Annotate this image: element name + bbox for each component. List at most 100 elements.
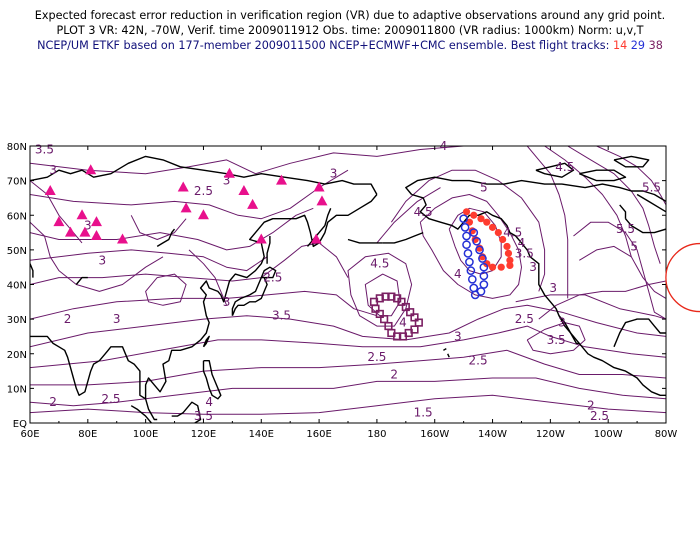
observation-triangle	[313, 181, 325, 192]
coastline	[613, 155, 650, 168]
track-14-point	[488, 223, 497, 231]
coastline	[30, 335, 146, 400]
track-38-point	[375, 294, 384, 303]
track-38-point	[397, 297, 406, 306]
observation-triangle	[64, 226, 76, 237]
contour-line	[347, 252, 413, 327]
track-14-point	[488, 263, 497, 271]
contour-label: 2	[390, 368, 398, 382]
title-line-3: NCEP/UM ETKF based on 177-member 2009011…	[0, 38, 700, 53]
contour-label: 5.5	[642, 181, 661, 195]
track-29-point	[479, 262, 489, 272]
track-14-point	[506, 256, 514, 264]
lat-label: 40N	[7, 281, 27, 292]
observation-triangle	[76, 209, 88, 220]
track-14-point	[504, 249, 513, 257]
contour-label: 2.5	[367, 350, 386, 364]
lat-label: 10N	[7, 384, 27, 395]
coastline	[579, 169, 627, 182]
contour-label: 4.5	[503, 226, 522, 240]
track-38-point	[375, 309, 384, 319]
coastline	[202, 335, 210, 348]
track-14-point	[494, 228, 502, 237]
contour-label: 2.5	[469, 354, 488, 368]
contour-line	[376, 187, 441, 244]
map-frame	[29, 145, 667, 424]
observation-triangle	[310, 233, 322, 244]
track-14-point	[499, 235, 507, 244]
track-14-point	[470, 211, 478, 219]
lon-label: 100E	[133, 429, 158, 440]
contour-line	[30, 146, 464, 175]
track-38-point	[406, 308, 415, 317]
coastline	[535, 162, 575, 178]
observation-triangle	[316, 195, 328, 206]
contour-label: 3	[454, 329, 462, 343]
observation-triangle	[117, 233, 129, 244]
track-29-point	[476, 287, 486, 296]
contour-line	[30, 304, 666, 348]
contour-label: 2	[587, 399, 595, 413]
contour-label: 4.5	[555, 160, 574, 174]
contour-label: 3	[84, 219, 92, 233]
coastline	[260, 266, 277, 279]
contour-line	[419, 194, 522, 299]
lat-label: 70N	[7, 177, 27, 188]
coastline	[447, 353, 450, 358]
coastlines	[30, 155, 666, 423]
track-14-point	[503, 242, 511, 251]
track-29-point	[459, 214, 468, 224]
contour-line	[526, 146, 569, 299]
observation-triangle	[238, 185, 250, 196]
contour-line	[30, 325, 666, 369]
contour-label: 4.5	[370, 257, 389, 271]
contour-label: 3	[113, 312, 121, 326]
lon-label: 100W	[594, 429, 623, 440]
contour-label: 3	[529, 260, 537, 274]
coastline	[30, 155, 378, 195]
contour-line	[573, 221, 666, 320]
contour-label: 3.5	[35, 142, 54, 156]
observation-triangle	[247, 198, 259, 209]
contour-line	[596, 146, 666, 206]
track-29-point	[462, 240, 471, 250]
observation-triangle	[90, 216, 102, 227]
track-38-label: 38	[648, 39, 663, 52]
contour-label: 4	[399, 316, 407, 330]
contour-line	[30, 290, 378, 320]
contour-label: 3.5	[272, 309, 291, 323]
coastline	[619, 204, 627, 219]
coastline	[558, 315, 580, 345]
contour-line	[448, 207, 502, 275]
contour-label: 5.5	[616, 222, 635, 236]
contour-label: 3	[330, 167, 338, 181]
lon-label: 60E	[20, 429, 39, 440]
lon-label: 180	[367, 429, 386, 440]
contour-line	[130, 215, 187, 240]
track-14-point	[462, 208, 471, 216]
contour-label: 2	[49, 395, 57, 409]
track-14-point	[483, 218, 491, 226]
track-29-point	[467, 274, 477, 284]
observation-triangle	[44, 185, 56, 196]
contour-label: 3	[223, 174, 231, 188]
contour-label: 2.5	[590, 409, 609, 423]
contour-line	[30, 349, 666, 386]
contour-label: 4.5	[414, 205, 433, 219]
coastline	[613, 318, 666, 348]
contour-label: 4	[454, 267, 462, 281]
contour-label: 2.5	[263, 271, 282, 285]
contour-label: 3	[223, 295, 231, 309]
contour-label: 5	[630, 239, 638, 253]
track-14-label: 14	[612, 39, 628, 52]
coastline	[382, 231, 424, 244]
observation-triangle	[255, 233, 267, 244]
track-29-point	[462, 231, 471, 241]
coastline	[75, 276, 88, 285]
lat-label: EQ	[13, 419, 27, 430]
contour-line	[145, 273, 187, 306]
track-38-point	[410, 313, 419, 322]
coastline	[144, 194, 378, 421]
map-axes: EQ 10N 20N 30N 40N 50N 60N 70N 80N 60E 80E 100E 120E…	[7, 142, 678, 440]
